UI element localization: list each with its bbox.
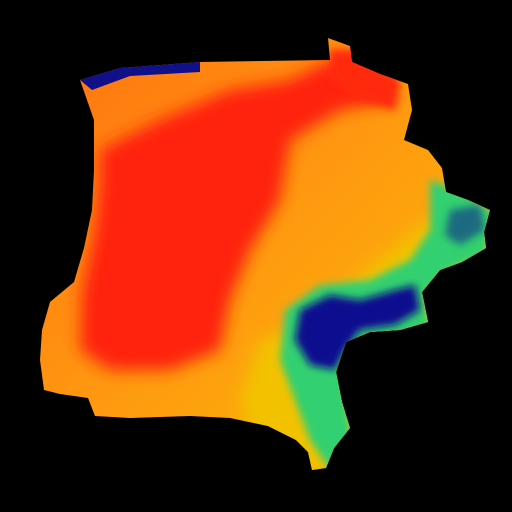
red-zone-north: [330, 50, 400, 110]
red-zone: [80, 60, 395, 370]
blue-edge-north: [80, 60, 200, 90]
blue-zone-east: [445, 205, 485, 245]
blue-zone: [295, 285, 420, 370]
